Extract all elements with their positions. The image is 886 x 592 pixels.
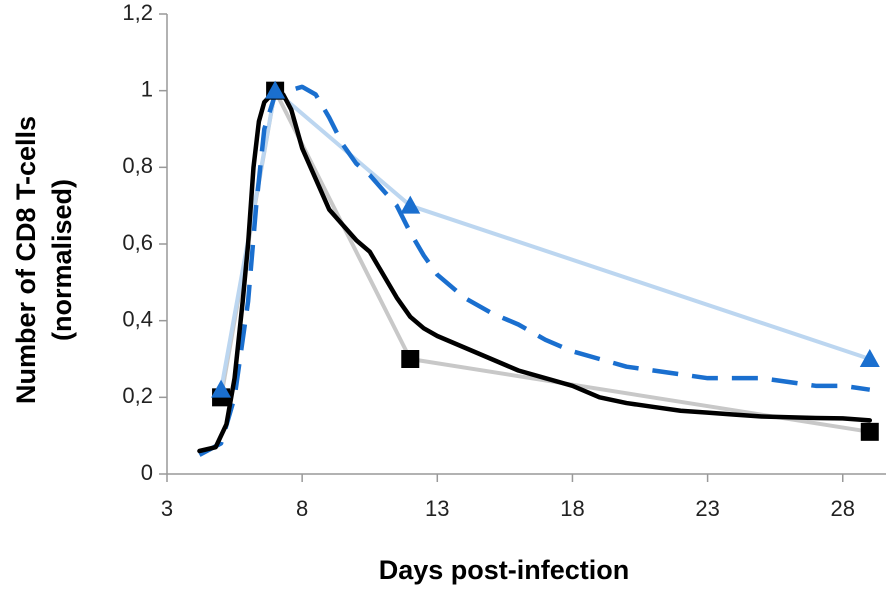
x-axis-label: Days post-infection <box>379 555 630 585</box>
y-tick-label: 1,2 <box>122 0 153 25</box>
y-tick-label: 0,4 <box>122 306 153 331</box>
series-line <box>198 84 871 457</box>
series-line <box>197 88 873 454</box>
y-axis-label: Number of CD8 T-cells <box>11 116 41 404</box>
y-tick-label: 0,6 <box>122 230 153 255</box>
x-tick-label: 23 <box>695 496 719 521</box>
marker <box>265 80 286 99</box>
series-line <box>219 88 872 392</box>
marker <box>859 349 880 367</box>
y-tick-label: 0 <box>141 460 153 485</box>
y-axis-label: (normalised) <box>47 179 77 341</box>
x-tick-label: 3 <box>161 496 173 521</box>
x-tick-label: 18 <box>560 496 584 521</box>
x-tick-label: 28 <box>831 496 855 521</box>
marker <box>401 350 420 368</box>
y-tick-label: 0,2 <box>122 383 153 408</box>
x-tick-label: 8 <box>296 496 308 521</box>
y-tick-label: 0,8 <box>122 153 153 178</box>
y-tick-label: 1 <box>141 76 153 101</box>
marker <box>860 422 879 441</box>
x-tick-label: 13 <box>425 496 449 521</box>
marker <box>400 195 421 214</box>
marker <box>211 379 232 398</box>
